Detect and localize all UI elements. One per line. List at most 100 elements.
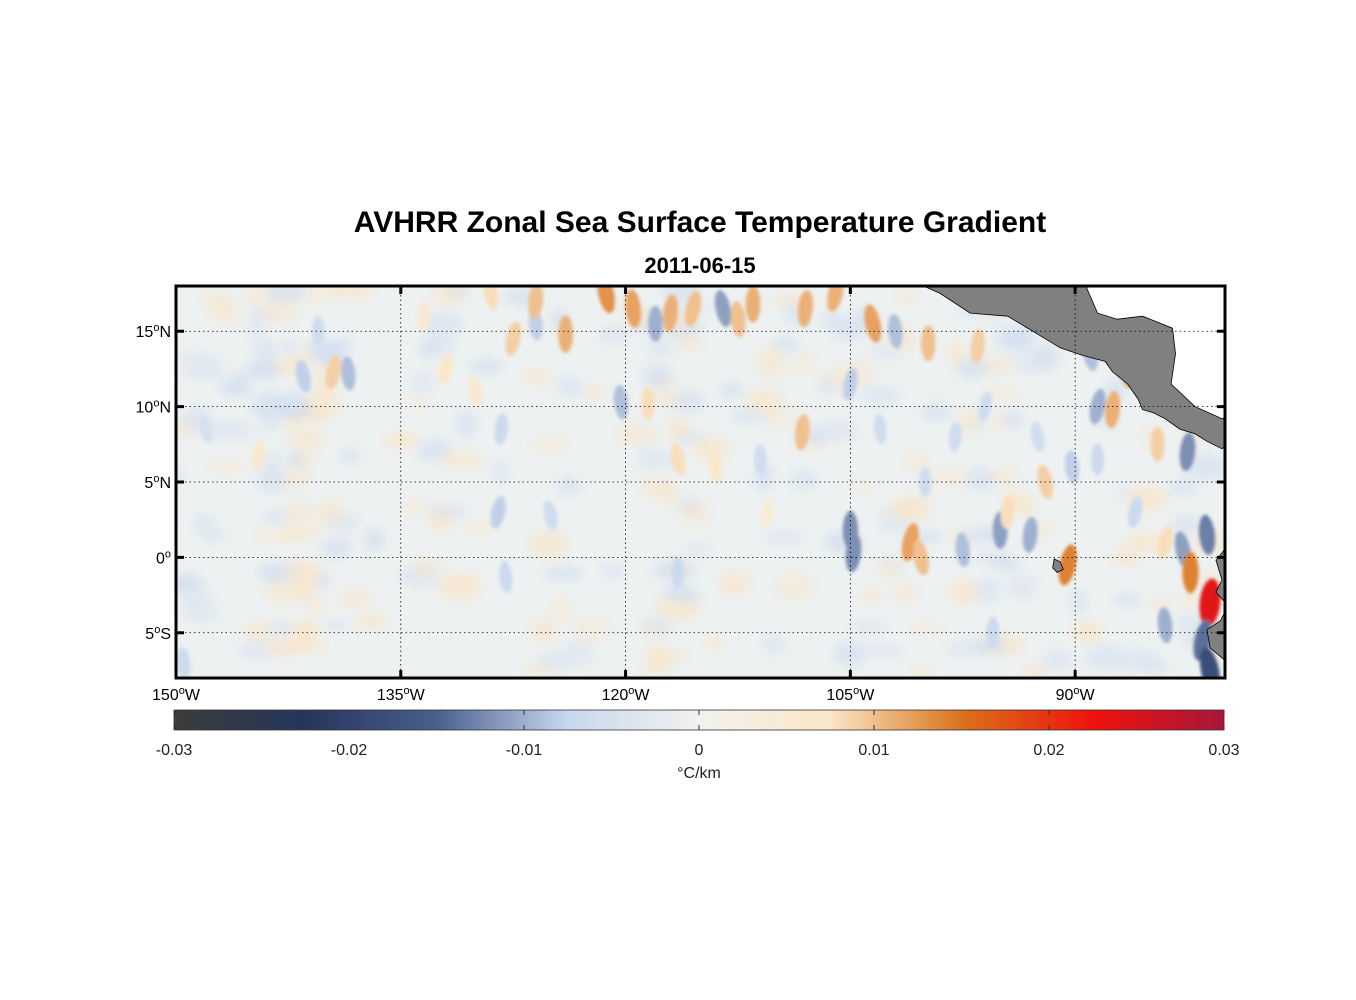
texture-blob bbox=[427, 504, 470, 519]
texture-blob bbox=[535, 652, 571, 671]
gradient-feature bbox=[1022, 516, 1038, 553]
gradient-feature bbox=[1104, 390, 1121, 429]
texture-blob bbox=[556, 479, 581, 494]
gradient-feature bbox=[671, 556, 685, 589]
texture-blob bbox=[209, 299, 239, 324]
colorbar-tick-label: 0 bbox=[695, 742, 704, 759]
x-tick-label: 150oW bbox=[152, 685, 201, 704]
texture-blob bbox=[257, 468, 289, 492]
x-tick-label: 105oW bbox=[826, 685, 875, 704]
texture-blob bbox=[949, 579, 978, 606]
texture-blob bbox=[220, 376, 252, 397]
texture-blob bbox=[262, 451, 282, 472]
texture-blob bbox=[468, 359, 504, 374]
texture-blob bbox=[894, 584, 919, 601]
gradient-feature bbox=[251, 439, 266, 470]
texture-blob bbox=[662, 584, 695, 601]
texture-blob bbox=[746, 389, 784, 415]
gradient-feature bbox=[912, 539, 929, 576]
colorbar-tick-label: 0.03 bbox=[1208, 742, 1239, 759]
texture-blob bbox=[176, 582, 212, 607]
texture-blob bbox=[531, 618, 555, 644]
texture-blob bbox=[948, 341, 965, 366]
gradient-feature bbox=[1198, 514, 1216, 555]
texture-blob bbox=[928, 469, 969, 488]
texture-blob bbox=[774, 572, 815, 601]
texture-blob bbox=[867, 645, 905, 656]
texture-blob bbox=[1042, 649, 1073, 671]
x-axis: 150oW 135oW 120oW 105oW 90oW bbox=[152, 286, 1096, 704]
gradient-feature bbox=[842, 367, 858, 401]
caribbean-sea bbox=[1085, 286, 1225, 420]
texture-blob bbox=[321, 538, 352, 559]
land-central-america bbox=[922, 286, 1225, 450]
texture-blob bbox=[275, 390, 309, 417]
texture-blob bbox=[492, 460, 509, 482]
y-tick-label: 0o bbox=[156, 548, 171, 567]
gradient-feature bbox=[919, 466, 932, 498]
texture-blob bbox=[849, 620, 889, 634]
texture-blob bbox=[768, 411, 801, 427]
texture-blob bbox=[758, 346, 783, 370]
texture-blob bbox=[563, 640, 595, 667]
x-tick-label: 135oW bbox=[377, 685, 426, 704]
texture-blob bbox=[314, 573, 331, 588]
texture-blob bbox=[404, 500, 424, 515]
gradient-feature bbox=[438, 353, 453, 385]
texture-blob bbox=[964, 468, 997, 491]
texture-blob bbox=[773, 337, 798, 351]
texture-blob bbox=[206, 461, 245, 473]
gradient-feature bbox=[986, 616, 1000, 649]
gradient-feature bbox=[341, 356, 356, 391]
texture-blob bbox=[284, 501, 314, 529]
land-galapagos bbox=[1052, 558, 1064, 573]
gradient-feature bbox=[708, 451, 723, 483]
gradient-feature bbox=[648, 305, 663, 342]
texture-blob bbox=[438, 573, 482, 600]
texture-blob bbox=[244, 622, 273, 639]
texture-blob bbox=[287, 429, 325, 449]
colorbar-tick-label: 0.01 bbox=[858, 742, 889, 759]
texture-blob bbox=[341, 448, 360, 464]
texture-blob bbox=[1149, 597, 1173, 610]
texture-blob bbox=[278, 340, 300, 356]
colorbar-label: °C/km bbox=[677, 765, 721, 782]
gradient-feature bbox=[1157, 526, 1173, 559]
texture-blob bbox=[637, 446, 661, 470]
gradient-feature bbox=[505, 321, 521, 356]
texture-blob bbox=[789, 470, 819, 490]
texture-blob bbox=[1146, 657, 1168, 675]
gradient-feature bbox=[490, 495, 506, 529]
texture-blob bbox=[296, 286, 337, 302]
x-tick-label: 120oW bbox=[602, 685, 651, 704]
gradient-feature bbox=[670, 443, 686, 476]
texture-blob bbox=[281, 467, 312, 489]
x-tick-label: 90oW bbox=[1056, 685, 1096, 704]
texture-blob bbox=[861, 589, 882, 604]
texture-blob bbox=[423, 311, 462, 339]
texture-blob bbox=[275, 297, 299, 325]
colorbar-tick-label: -0.03 bbox=[156, 742, 193, 759]
heatmap-features bbox=[176, 286, 1225, 678]
texture-blob bbox=[598, 324, 630, 345]
y-tick-label: 15oN bbox=[136, 322, 171, 341]
texture-blob bbox=[284, 416, 303, 428]
texture-blob bbox=[991, 416, 1010, 427]
texture-blob bbox=[439, 452, 483, 469]
texture-blob bbox=[1034, 521, 1052, 538]
y-tick-label: 5oN bbox=[144, 473, 171, 492]
gradient-feature bbox=[873, 414, 887, 445]
gradient-feature bbox=[199, 414, 213, 444]
gradient-feature bbox=[1179, 432, 1196, 472]
texture-blob bbox=[417, 439, 452, 461]
gradient-feature bbox=[761, 497, 775, 527]
texture-blob bbox=[293, 620, 319, 633]
gradient-feature bbox=[1199, 647, 1221, 678]
y-tick-label: 5oS bbox=[145, 624, 171, 643]
texture-blob bbox=[544, 566, 583, 580]
texture-blob bbox=[921, 402, 952, 421]
gradient-feature bbox=[312, 316, 325, 347]
gradient-feature bbox=[499, 561, 513, 593]
texture-blob bbox=[1172, 514, 1198, 535]
